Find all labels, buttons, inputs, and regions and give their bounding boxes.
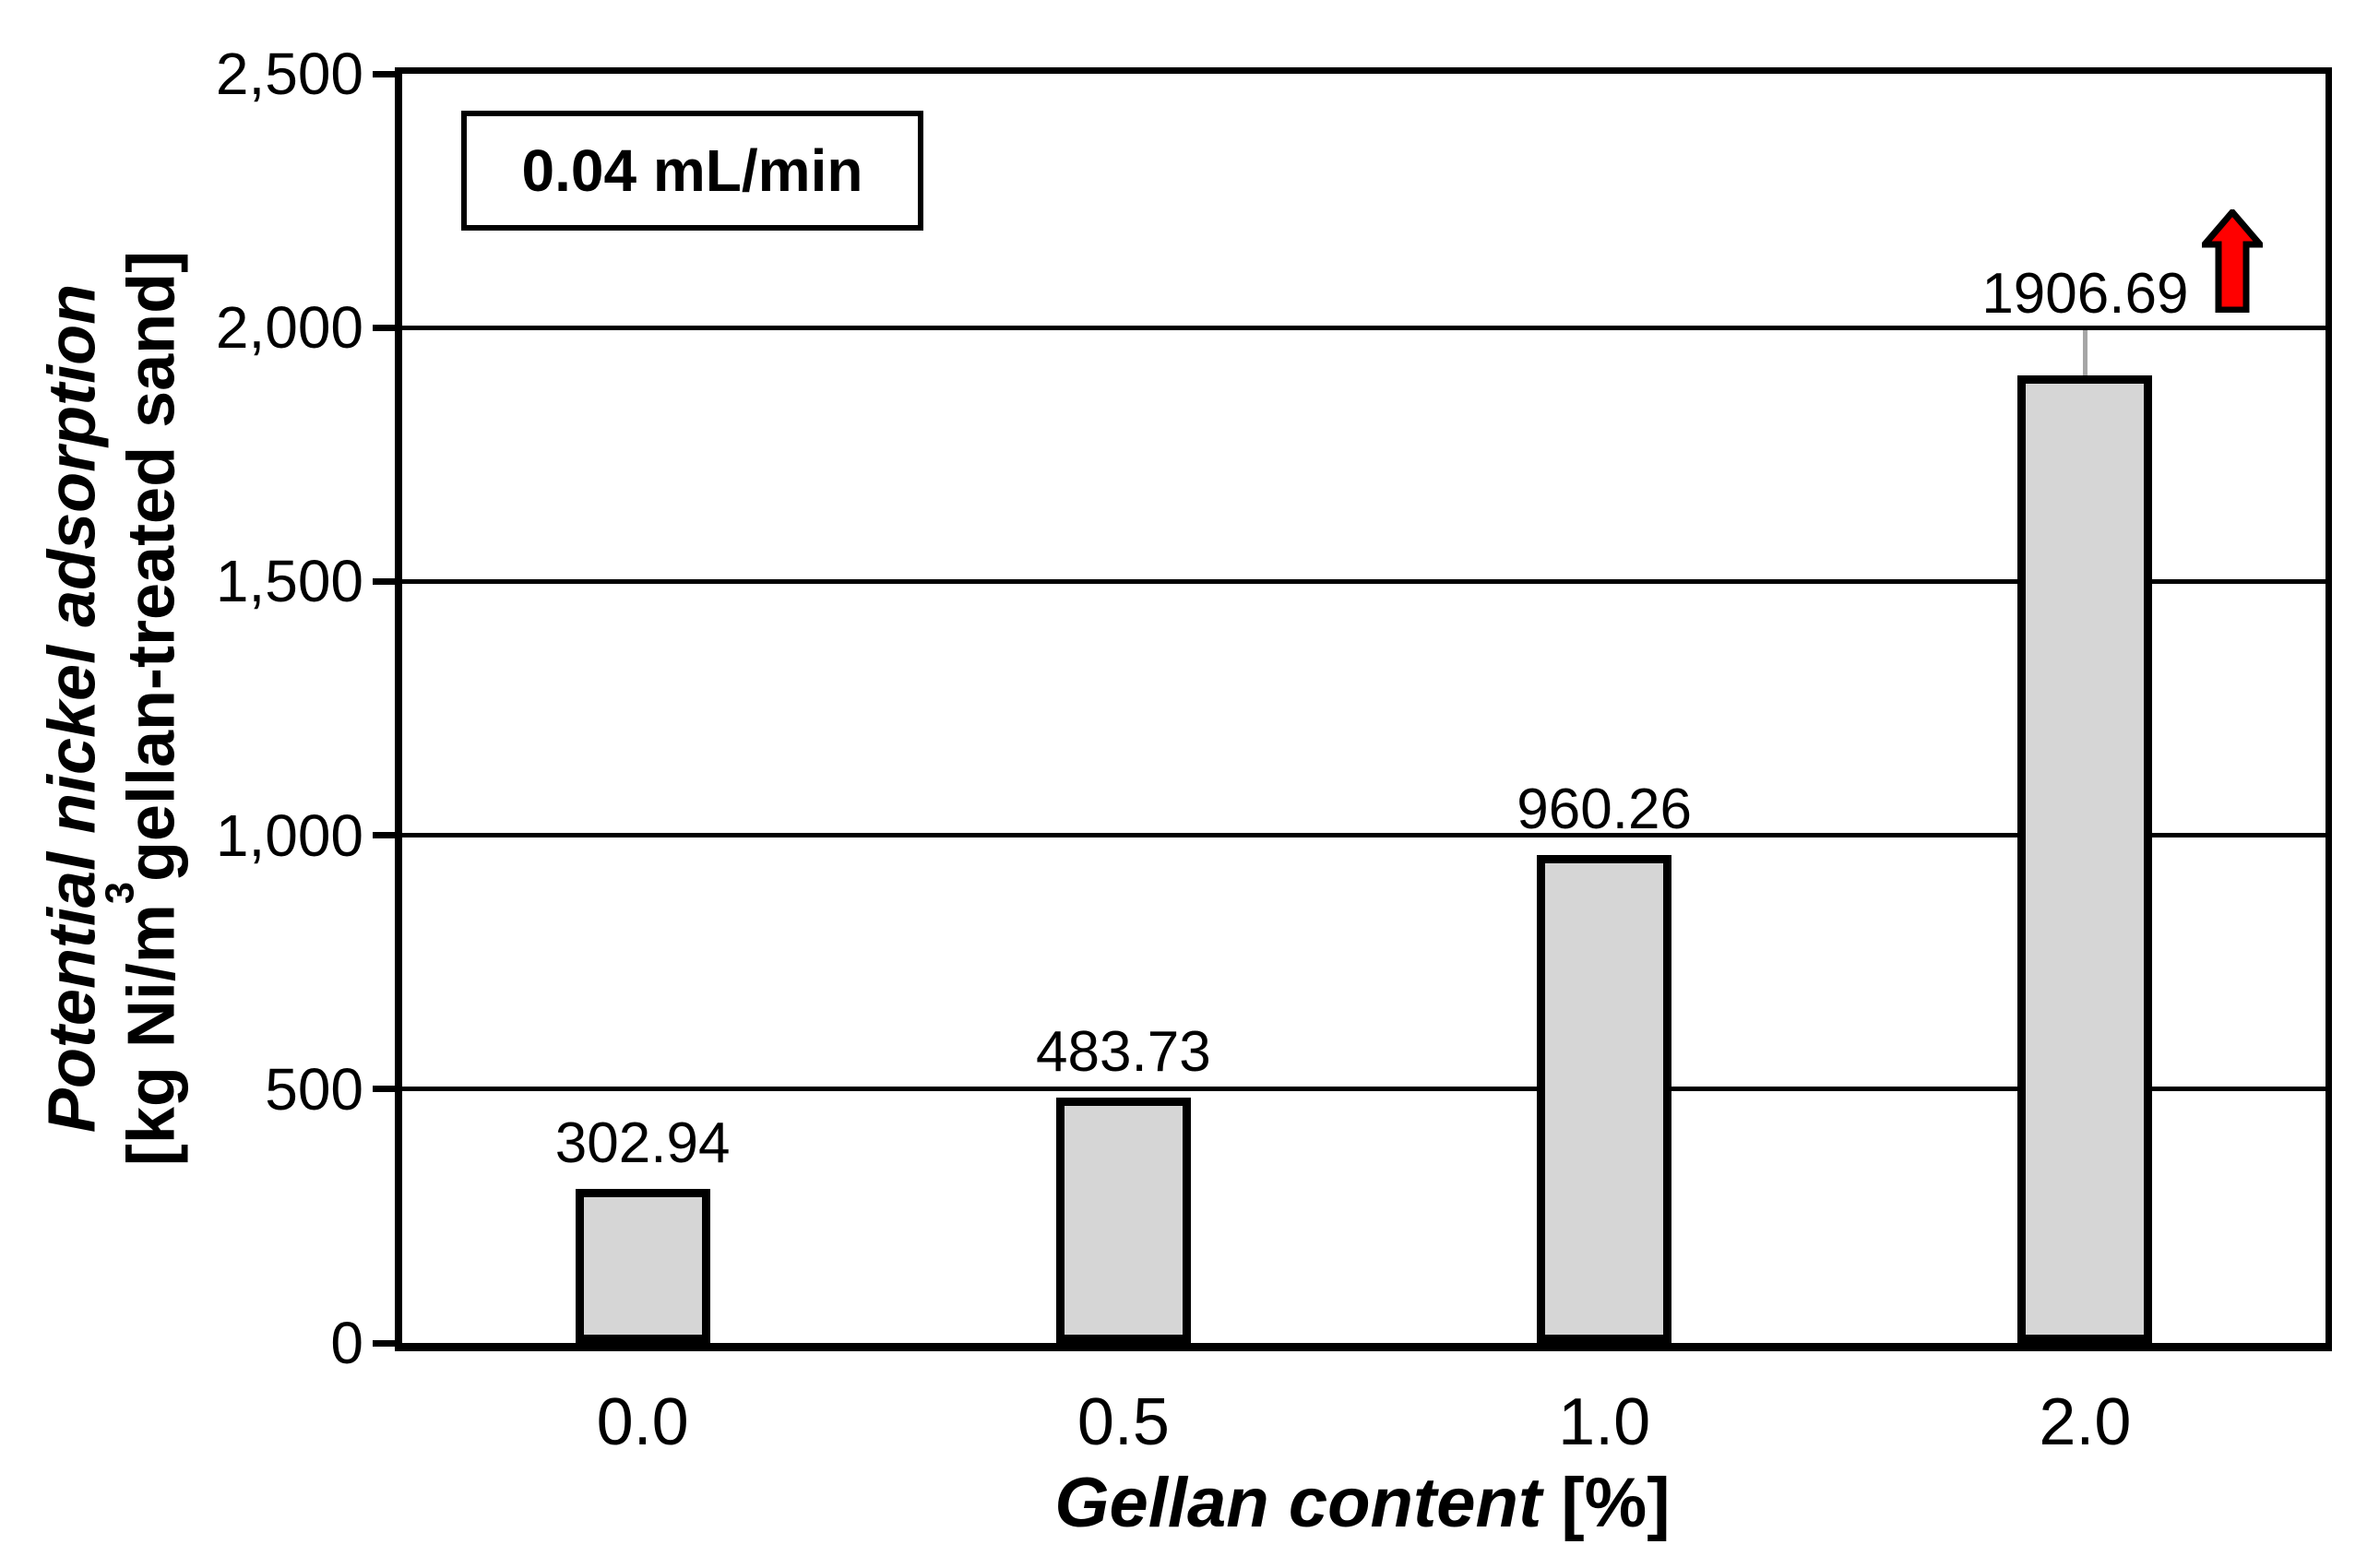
y-axis-tick [373, 324, 395, 331]
y-axis-tick-label: 0 [330, 1310, 363, 1376]
bar-value-label: 302.94 [554, 1111, 731, 1176]
plot-area [395, 67, 2332, 1351]
legend-box: 0.04 mL/min [461, 111, 923, 231]
y-axis-tick-label: 2,000 [215, 294, 363, 362]
y-axis-tick-label: 500 [265, 1055, 363, 1123]
label-leader-line [2082, 330, 2088, 375]
y-axis-tick [373, 577, 395, 585]
x-axis-tick-label: 0.5 [1076, 1385, 1170, 1459]
superscript-3: 3 [98, 882, 143, 905]
gridline [402, 325, 2325, 330]
bar-value-label: 1906.69 [1981, 262, 2189, 327]
x-axis-title-main: Gellan content [1054, 1464, 1542, 1542]
y-axis-tick-label: 1,500 [215, 548, 363, 615]
bar [2017, 374, 2153, 1343]
y-axis-title-line1: Potential nickel adsorption [35, 283, 110, 1134]
y-axis-title: Potential nickel adsorption [kg Ni/m3gel… [33, 49, 193, 1368]
legend-label: 0.04 mL/min [521, 137, 863, 204]
up-arrow-shape [2202, 209, 2263, 313]
x-axis-title: Gellan content [%] [809, 1465, 1916, 1542]
bar-value-label: 483.73 [1036, 1019, 1211, 1084]
x-axis-tick-label: 2.0 [2039, 1385, 2132, 1459]
bar-value-label: 960.26 [1517, 778, 1692, 842]
y-axis-tick-label: 1,000 [215, 802, 363, 869]
y-axis-tick-label: 2,500 [215, 41, 363, 107]
bar [1537, 855, 1672, 1343]
gridline [402, 833, 2325, 838]
bar [575, 1189, 710, 1343]
y-axis-title-line2: [kg Ni/m3gellan-treated sand] [98, 250, 189, 1167]
bar [1055, 1097, 1191, 1343]
y-axis-tick [373, 1339, 395, 1347]
y-axis-tick [373, 1086, 395, 1093]
x-axis-title-unit: [%] [1561, 1464, 1671, 1542]
gridline [402, 578, 2325, 584]
x-axis-tick-label: 1.0 [1558, 1385, 1651, 1459]
y-axis-tick [373, 70, 395, 77]
gridline [402, 1087, 2325, 1092]
x-axis-tick-label: 0.0 [596, 1385, 689, 1459]
up-arrow-icon [2202, 209, 2263, 313]
y-axis-tick [373, 832, 395, 839]
